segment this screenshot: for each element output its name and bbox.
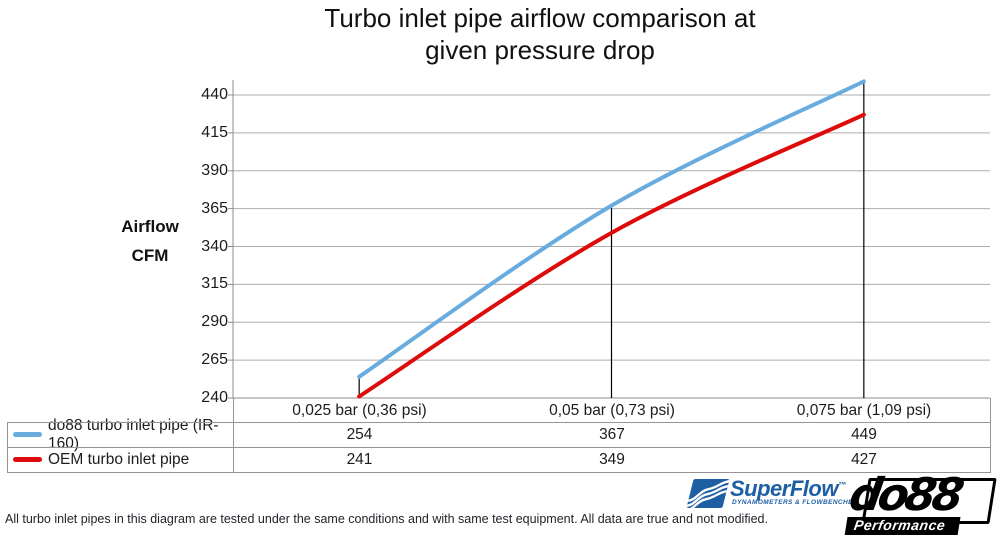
table-value-oem-3: 427 [851,450,877,468]
superflow-logo: SuperFlow™ DYNAMOMETERS & FLOWBENCHES [686,476,858,512]
oem-series-label: OEM turbo inlet pipe [48,450,190,468]
legend-item-do88: do88 turbo inlet pipe (IR-160) [7,417,233,452]
y-tick-label: 315 [201,275,228,293]
legend-item-oem: OEM turbo inlet pipe [7,447,233,472]
y-axis-title-line1: Airflow [121,217,179,236]
x-category-label-2: 0,05 bar (0,73 psi) [549,402,675,419]
y-tick-label: 365 [201,199,228,217]
table-value-do88-1: 254 [346,425,373,443]
table-value-do88-3: 449 [851,425,877,443]
y-tick-label: 240 [201,389,228,406]
table-value-oem-2: 349 [599,450,625,468]
y-axis-title-line2: CFM [131,246,169,265]
table-border [7,422,990,423]
x-category-label-3: 0,075 bar (1,09 psi) [796,402,932,419]
table-value-do88-2: 367 [599,425,625,443]
chart-title: Turbo inlet pipe airflow comparison at g… [90,2,990,66]
table-border [233,398,234,473]
do88-series-swatch [13,432,42,437]
table-border [7,472,990,473]
x-category-label-1: 0,025 bar (0,36 psi) [292,402,427,419]
table-border [7,422,8,473]
table-border [990,398,991,473]
y-axis-title: Airflow CFM [95,212,205,270]
table-value-oem-1: 241 [346,450,373,468]
superflow-tagline: DYNAMOMETERS & FLOWBENCHES [732,499,858,506]
oem-series-swatch [13,457,42,462]
series-line [357,79,866,379]
series-line [357,112,866,399]
y-tick-label: 290 [201,313,228,331]
disclaimer-text: All turbo inlet pipes in this diagram ar… [5,512,768,526]
do88-performance-label: Performance [844,517,961,535]
superflow-wordmark: SuperFlow™ [730,476,846,501]
y-tick-label: 440 [201,86,228,103]
y-tick-label: 340 [201,237,228,255]
do88-logo: do88 Performance [844,468,998,538]
superflow-waves-icon [686,479,730,508]
trademark-symbol: ™ [837,480,846,490]
table-border [7,447,990,448]
chart-title-line2: given pressure drop [425,35,655,65]
y-tick-label: 265 [201,351,228,369]
y-tick-label: 415 [201,123,228,141]
chart-title-line1: Turbo inlet pipe airflow comparison at [324,3,756,33]
y-tick-label: 390 [201,161,228,179]
do88-wordmark: do88 [845,468,965,521]
